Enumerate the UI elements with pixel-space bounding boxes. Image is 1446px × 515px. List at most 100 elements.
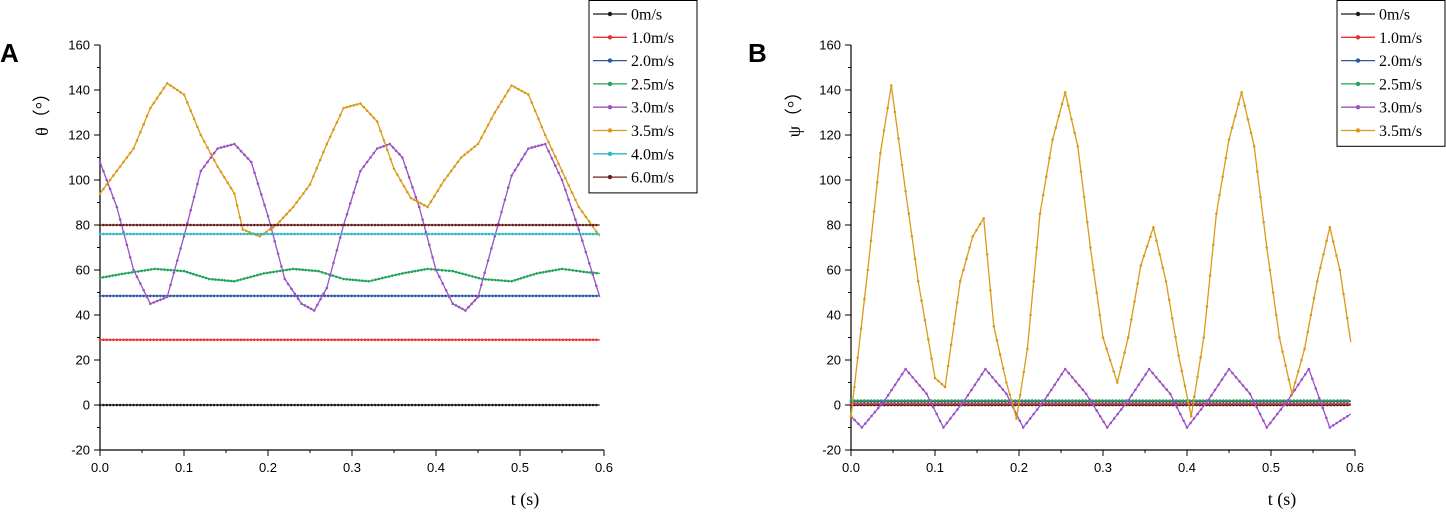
data-point: [219, 338, 223, 342]
y-tick-label: 100: [68, 173, 90, 188]
data-point: [1212, 402, 1215, 406]
legend-label: 2.0m/s: [1379, 53, 1422, 70]
data-point: [973, 399, 977, 402]
data-point: [893, 402, 896, 406]
data-point: [1208, 274, 1212, 277]
data-point: [209, 403, 212, 407]
data-point: [477, 232, 481, 236]
data-point: [269, 403, 273, 407]
data-point: [132, 338, 135, 342]
data-point: [993, 399, 997, 402]
y-tick-label: 60: [76, 263, 90, 278]
data-point: [394, 149, 398, 153]
data-point: [209, 294, 212, 298]
data-point: [450, 403, 454, 407]
data-point: [182, 403, 186, 407]
data-point: [424, 223, 427, 227]
data-point: [444, 232, 447, 236]
data-point: [1180, 369, 1184, 373]
data-point: [577, 228, 581, 231]
data-point: [1161, 402, 1165, 406]
data-point: [540, 125, 544, 129]
data-point: [1098, 313, 1102, 317]
legend-item: 1.0m/s: [593, 30, 674, 47]
data-point: [309, 307, 313, 311]
data-point: [1315, 280, 1319, 283]
data-point: [369, 156, 372, 159]
data-point: [523, 152, 527, 156]
data-point: [1002, 367, 1005, 370]
data-point: [273, 338, 276, 342]
data-point: [1238, 380, 1241, 383]
data-point: [175, 223, 179, 227]
data-point: [338, 113, 342, 117]
data-point: [343, 403, 347, 407]
data-point: [1171, 402, 1175, 406]
data-point: [567, 268, 571, 272]
data-point: [1258, 412, 1262, 416]
data-point: [1126, 336, 1130, 339]
data-point: [470, 302, 474, 306]
data-point: [1177, 354, 1180, 357]
data-point: [364, 279, 368, 283]
data-point: [1097, 399, 1101, 402]
data-point: [504, 232, 508, 236]
data-point: [239, 232, 243, 236]
data-point: [571, 403, 575, 407]
data-point: [1293, 388, 1297, 392]
data-point: [510, 174, 513, 177]
data-point: [253, 223, 256, 227]
data-point: [1212, 243, 1215, 246]
data-point: [370, 279, 374, 282]
data-point: [139, 294, 142, 298]
data-point: [554, 164, 557, 167]
data-point: [1265, 426, 1269, 429]
data-point: [1339, 402, 1342, 406]
data-point: [263, 203, 266, 207]
data-point: [497, 223, 501, 227]
data-point: [266, 214, 270, 218]
data-point: [1242, 402, 1245, 406]
data-point: [310, 294, 313, 298]
data-point: [189, 232, 192, 236]
data-point: [446, 174, 450, 177]
data-point: [949, 343, 953, 347]
data-point: [226, 338, 229, 342]
data-point: [239, 149, 243, 153]
data-point: [900, 163, 904, 167]
data-point: [1286, 399, 1290, 402]
data-point: [403, 294, 407, 298]
data-point: [373, 338, 377, 342]
data-point: [416, 200, 419, 203]
data-point: [1248, 402, 1252, 406]
data-point: [1297, 370, 1300, 373]
data-point: [206, 403, 209, 407]
data-point: [464, 232, 467, 236]
data-point: [1142, 254, 1146, 258]
data-point: [1064, 402, 1067, 406]
data-point: [1014, 402, 1017, 406]
data-point: [179, 232, 182, 236]
data-point: [296, 232, 300, 236]
data-point: [383, 232, 387, 236]
data-point: [343, 223, 347, 227]
data-point: [137, 270, 140, 273]
data-point: [1198, 399, 1202, 402]
data-point: [417, 232, 421, 236]
data-point: [313, 223, 317, 227]
data-point: [179, 223, 182, 227]
data-point: [1114, 402, 1118, 406]
data-point: [856, 402, 859, 406]
data-point: [511, 338, 514, 342]
data-point: [350, 338, 353, 342]
data-point: [893, 383, 897, 387]
data-point: [105, 275, 108, 279]
data-point: [1292, 399, 1296, 402]
data-point: [343, 338, 347, 342]
data-point: [473, 299, 477, 302]
data-point: [1181, 402, 1185, 406]
data-point: [259, 232, 263, 236]
data-point: [229, 232, 233, 236]
data-point: [588, 403, 591, 407]
data-point: [571, 294, 575, 298]
